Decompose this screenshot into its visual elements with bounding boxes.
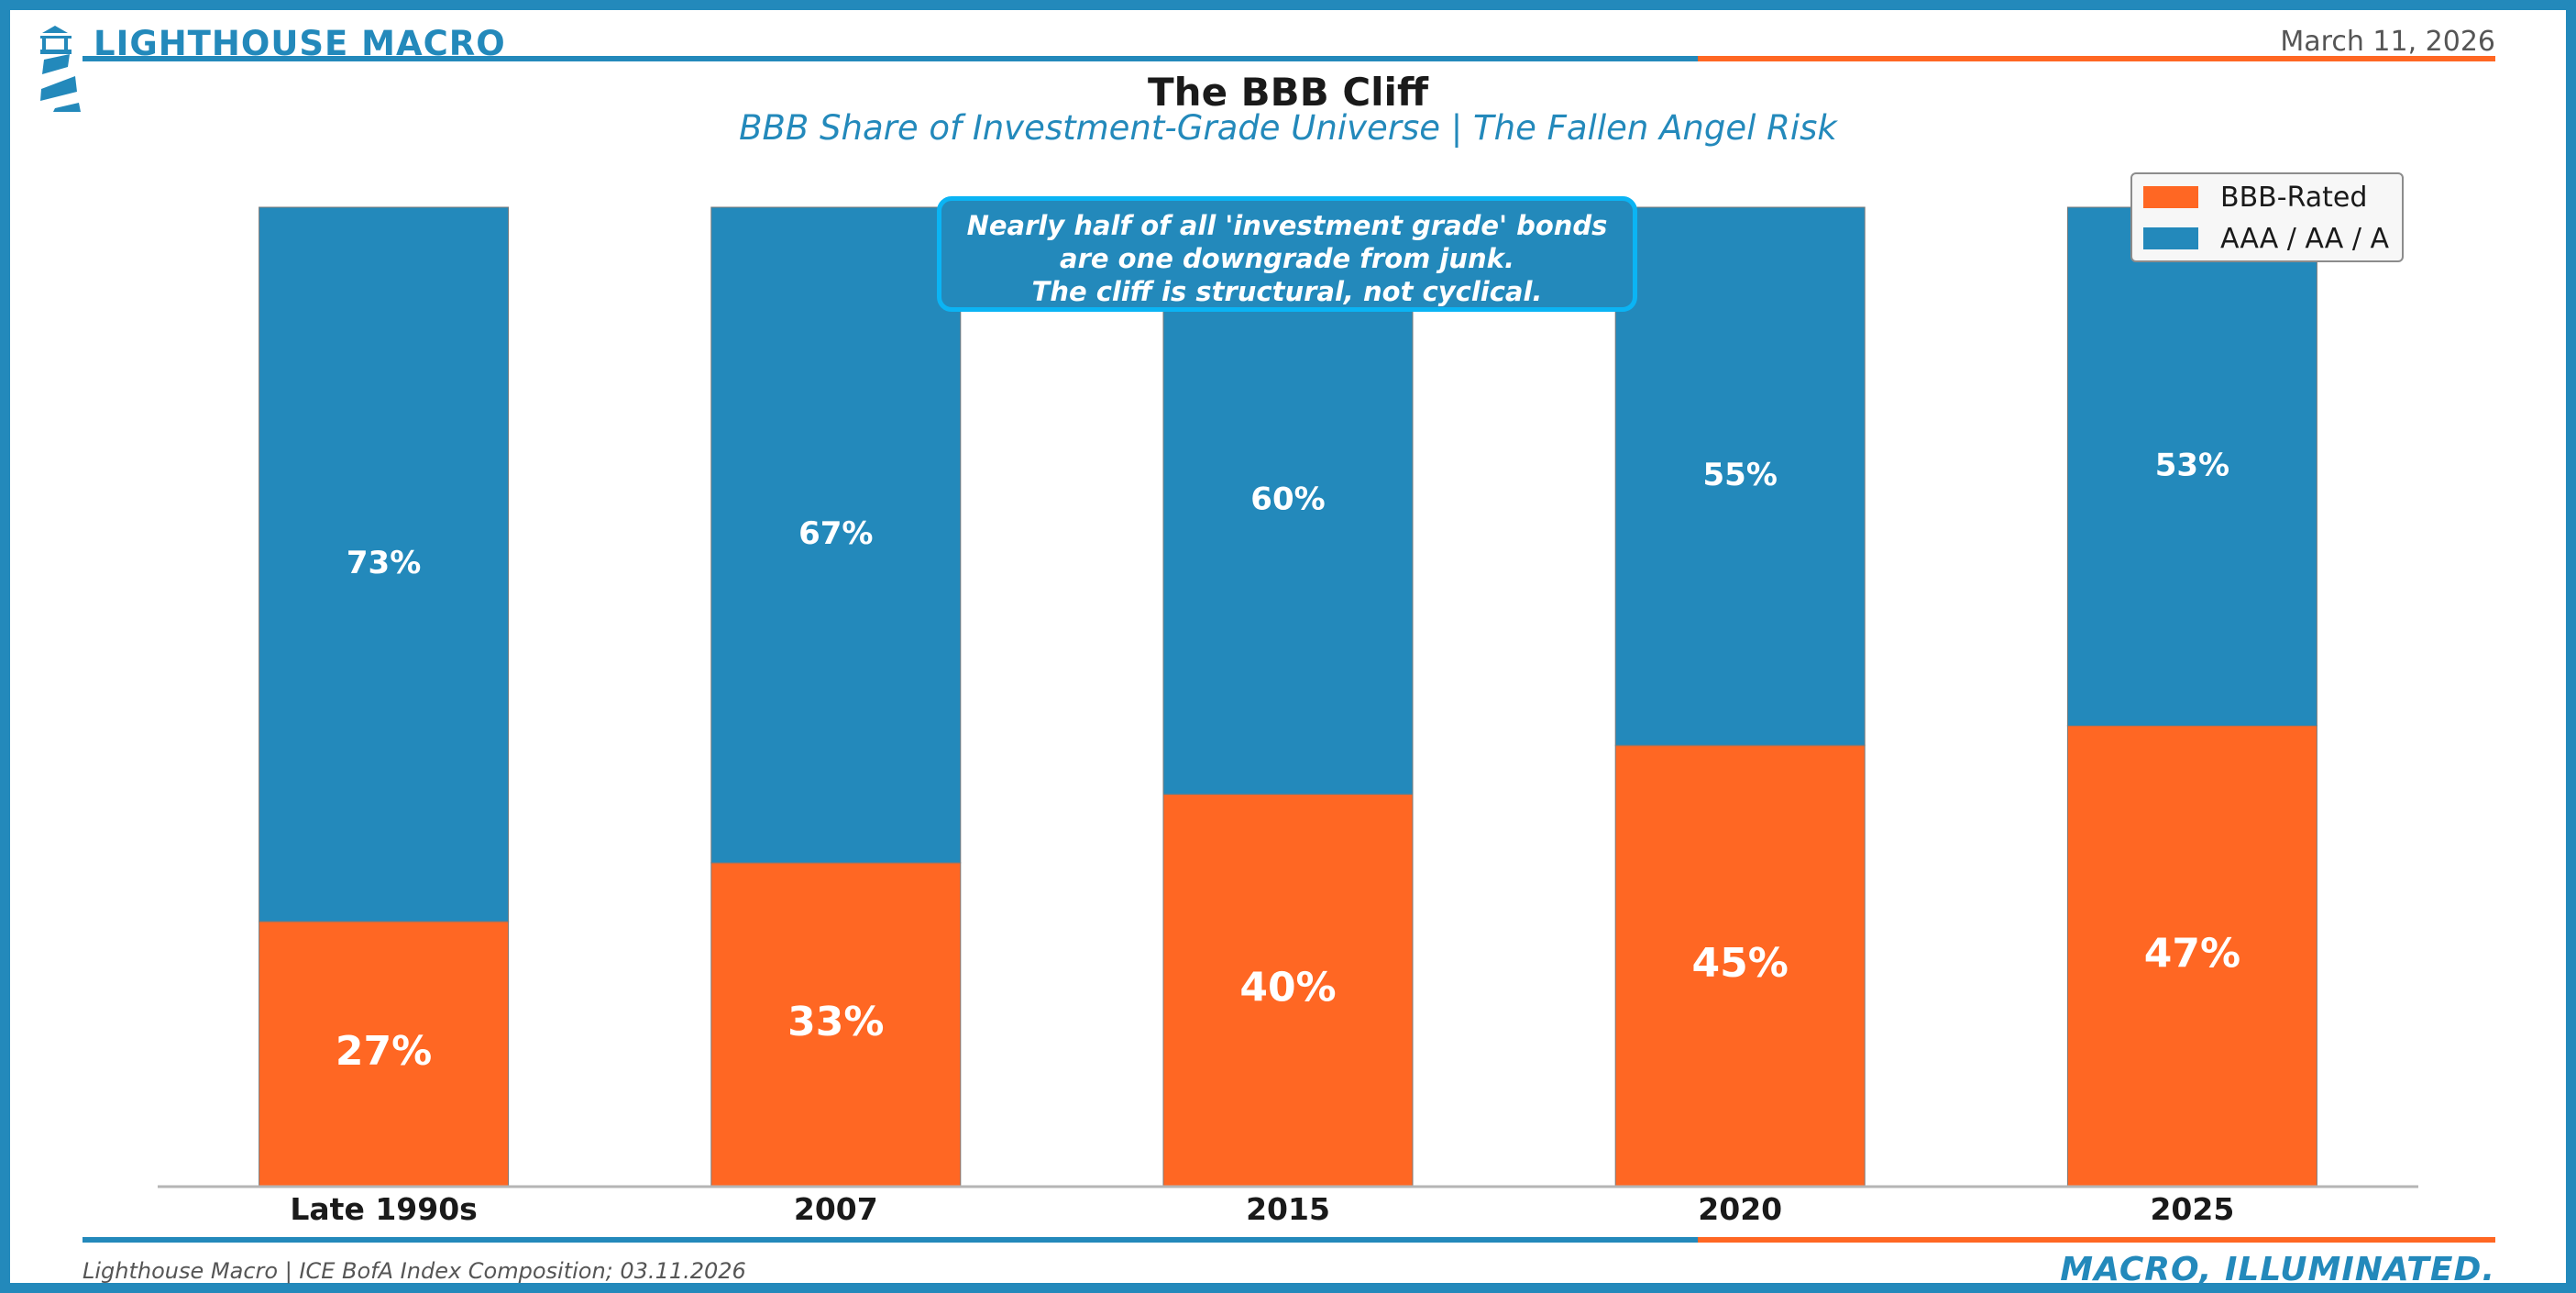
header-rule-blue [83, 56, 1698, 61]
x-tick-label: 2025 [2150, 1191, 2234, 1227]
data-label-high-grade: 73% [347, 545, 421, 581]
chart-title: The BBB Cliff [1148, 70, 1428, 115]
lighthouse-icon [40, 26, 81, 112]
annotation-line: The cliff is structural, not cyclical. [1031, 276, 1543, 307]
annotation-line: Nearly half of all 'investment grade' bo… [966, 210, 1608, 241]
bar-high-grade [259, 206, 510, 923]
legend-swatch [2143, 227, 2198, 249]
bar-bbb [1614, 745, 1866, 1187]
legend-item-bbb: BBB-Rated [2143, 179, 2367, 216]
data-label-bbb: 45% [1692, 940, 1789, 987]
x-tick-label: 2015 [1246, 1191, 1330, 1227]
bar-bbb [1162, 793, 1414, 1187]
x-tick-label: 2007 [794, 1191, 878, 1227]
legend-label: AAA / AA / A [2220, 222, 2389, 255]
footer-rule-blue [83, 1237, 1698, 1243]
footer-rule-orange [1698, 1237, 2495, 1243]
legend-swatch [2143, 186, 2198, 208]
data-label-high-grade: 60% [1250, 481, 1325, 518]
data-label-bbb: 33% [787, 999, 884, 1045]
data-label-high-grade: 67% [798, 515, 873, 552]
annotation-line: are one downgrade from junk. [1060, 243, 1514, 274]
bar-high-grade [710, 206, 962, 864]
annotation-callout: Nearly half of all 'investment grade' bo… [937, 196, 1637, 312]
footer-tagline: MACRO, ILLUMINATED. [2060, 1251, 2495, 1288]
chart-legend: BBB-Rated AAA / AA / A [2130, 172, 2404, 262]
header-rule-orange [1698, 56, 2495, 61]
legend-item-high-grade: AAA / AA / A [2143, 220, 2389, 257]
data-label-high-grade: 55% [1703, 457, 1778, 493]
data-label-bbb: 40% [1239, 965, 1336, 1011]
data-label-bbb: 27% [336, 1028, 432, 1075]
bar-bbb [710, 862, 962, 1187]
data-label-bbb: 47% [2144, 930, 2240, 977]
chart-subtitle: BBB Share of Investment-Grade Universe |… [739, 108, 1837, 148]
bar-high-grade [2066, 206, 2317, 727]
bar-high-grade [1614, 206, 1866, 746]
legend-label: BBB-Rated [2220, 181, 2368, 214]
report-date: March 11, 2026 [2280, 26, 2495, 58]
footer-source: Lighthouse Macro | ICE BofA Index Compos… [83, 1258, 746, 1284]
x-tick-label: 2020 [1698, 1191, 1782, 1227]
bar-bbb [259, 921, 510, 1187]
data-label-high-grade: 53% [2155, 447, 2229, 483]
x-tick-label: Late 1990s [290, 1191, 477, 1227]
